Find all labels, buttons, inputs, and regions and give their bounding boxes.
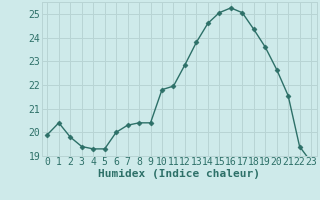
X-axis label: Humidex (Indice chaleur): Humidex (Indice chaleur) [98, 169, 260, 179]
